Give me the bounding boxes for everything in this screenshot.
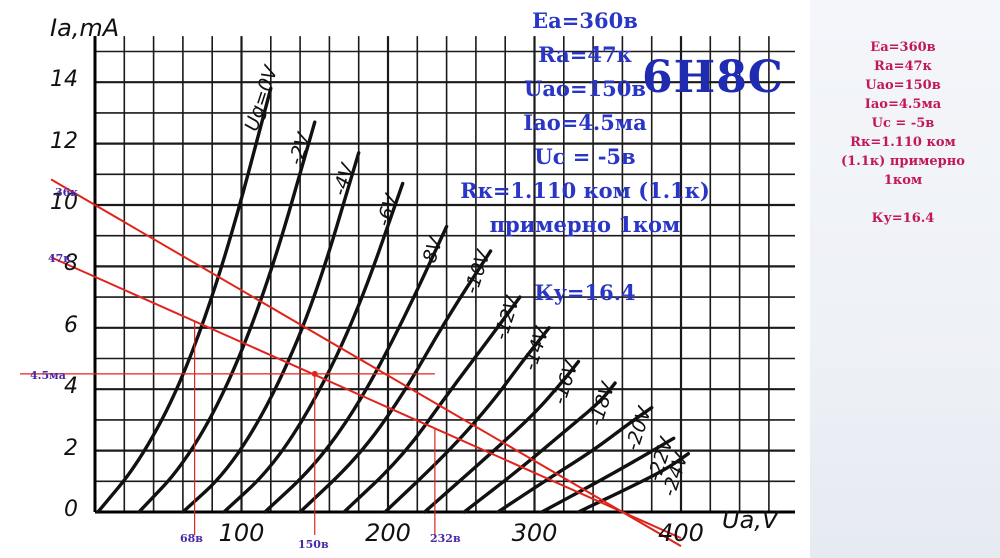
characteristic-curve	[263, 224, 449, 514]
blue-annotation-uc: Uc = -5в	[534, 144, 636, 169]
ua-marker-label-232: 232в	[430, 532, 461, 545]
blue-annotation-uao: Uao=150в	[524, 76, 646, 101]
x-axis-title: Uа,V	[722, 506, 779, 534]
load-line	[50, 256, 682, 540]
pink-annotation-uc: Uc = -5в	[871, 116, 935, 131]
load-line-label-47k: 47к	[48, 252, 72, 265]
y-tick-label: 8	[64, 251, 78, 277]
characteristic-curve	[298, 249, 493, 514]
characteristic-curve	[181, 151, 361, 514]
pink-annotation-ra: Ra=47к	[874, 59, 932, 74]
pink-annotation-rk: Rк=1.110 ком	[850, 135, 956, 150]
characteristic-curve	[383, 326, 551, 514]
curve-label: Ug=0V	[241, 61, 283, 133]
pink-annotation-approx: (1.1к) примерно	[841, 154, 965, 169]
y-tick-label: 0	[64, 497, 78, 522]
blue-annotation-iao: Iao=4.5ма	[523, 110, 647, 135]
ua-marker-label-150: 150в	[298, 538, 329, 551]
x-tick-label: 300	[511, 519, 558, 547]
blue-annotation-approx: примерно 1ком	[489, 212, 681, 237]
characteristic-curve	[462, 381, 617, 514]
blue-annotation-block: Ea=360в Ra=47к Uao=150в Iao=4.5ма Uc = -…	[420, 4, 750, 310]
characteristic-curve	[137, 120, 317, 514]
iao-marker-label: 4.5ма	[30, 369, 66, 382]
curve-label: -14V	[519, 323, 554, 374]
load-line	[50, 178, 682, 547]
y-tick-label: 6	[64, 312, 78, 338]
x-tick-label: 200	[365, 519, 411, 547]
y-axis-title: Iа,mA	[50, 14, 120, 42]
characteristic-curve	[342, 295, 522, 514]
pink-annotation-1kom: 1ком	[883, 173, 923, 188]
characteristic-curve	[496, 405, 654, 514]
characteristic-curve	[222, 181, 405, 514]
y-tick-label: 2	[64, 435, 78, 461]
blue-annotation-spacer	[420, 242, 750, 276]
ua-marker-label-68: 68в	[180, 532, 203, 545]
y-tick-label: 10	[50, 190, 78, 215]
pink-annotation-block: Ea=360в Ra=47к Uao=150в Iao=4.5ма Uc = -…	[818, 38, 988, 228]
curve-label: -16V	[548, 357, 583, 408]
pink-annotation-ea: Ea=360в	[870, 40, 936, 55]
characteristic-curve	[540, 436, 676, 514]
pink-annotation-ku: Ку=16.4	[871, 211, 935, 226]
right-background-panel	[810, 0, 1000, 558]
x-tick-label: 100	[218, 519, 265, 547]
operating-point-marker	[311, 370, 318, 377]
characteristic-curve	[576, 451, 691, 514]
pink-annotation-uao: Uao=150в	[865, 78, 941, 93]
blue-annotation-ea: Ea=360в	[532, 8, 638, 33]
load-line-label-36k: 36к	[55, 186, 79, 199]
characteristic-curve	[422, 359, 581, 514]
x-tick-label: 400	[658, 519, 704, 547]
blue-annotation-ku: Ку=16.4	[534, 280, 636, 305]
tube-model-title: 6Н8С	[642, 52, 784, 103]
y-tick-label: 12	[50, 128, 78, 154]
pink-annotation-spacer	[818, 190, 988, 209]
blue-annotation-rk: Rк=1.110 ком (1.1к)	[460, 178, 710, 203]
pink-annotation-iao: Iao=4.5ма	[864, 97, 942, 112]
y-tick-label: 14	[50, 67, 78, 93]
blue-annotation-ra: Ra=47к	[538, 42, 632, 67]
curve-label: -18V	[585, 378, 620, 429]
y-tick-label: 4	[64, 374, 78, 400]
